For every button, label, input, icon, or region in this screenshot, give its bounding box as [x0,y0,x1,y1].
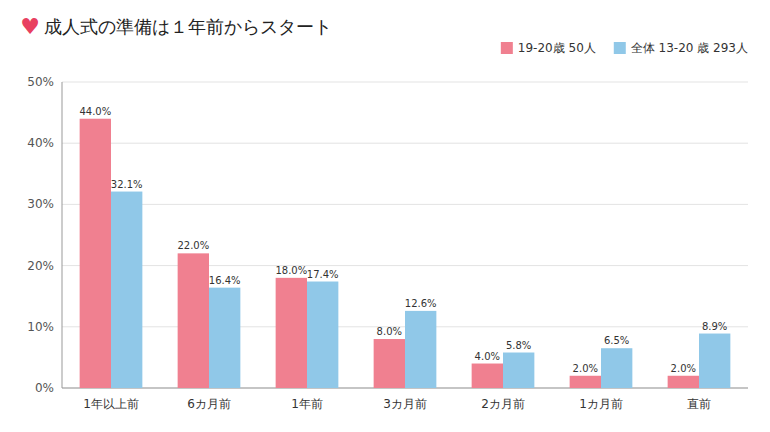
bars [80,119,731,388]
x-tick-label: 1年前 [291,397,323,411]
y-tick-label: 50% [27,75,54,89]
data-label: 12.6% [405,298,437,309]
bar [570,376,601,388]
x-tick-label: 2カ月前 [481,397,525,411]
grid [62,82,748,388]
bar [374,339,405,388]
data-label: 2.0% [671,363,696,374]
chart: ♥成人式の準備は１年前からスタート 0% 10% 20% 30% 40% 50% 44.0% 2… [0,0,770,432]
y-tick-label: 10% [27,320,54,334]
y-tick-label: 30% [27,197,54,211]
y-axis [62,82,63,388]
y-tick-label: 20% [27,259,54,273]
bar [209,288,240,388]
data-label: 6.5% [604,335,629,346]
grid-line [62,204,748,205]
bar [472,364,503,388]
data-label: 18.0% [275,265,307,276]
data-label: 5.8% [506,340,531,351]
grid-line [62,143,748,144]
legend-swatch [614,42,626,54]
legend-label: 全体 13-20 歳 293人 [631,41,748,55]
bar [307,282,338,388]
bar [276,278,307,388]
legend: 19-20歳 50人 全体 13-20 歳 293人 [501,41,748,55]
data-label: 16.4% [209,275,241,286]
legend-item: 19-20歳 50人 [501,41,596,55]
legend-item: 全体 13-20 歳 293人 [614,41,748,55]
bar [405,311,436,388]
bar [601,348,632,388]
bar [111,192,142,388]
grid-line [62,265,748,266]
y-tick-label: 0% [35,381,54,395]
data-label: 8.9% [702,321,727,332]
data-label: 2.0% [573,363,598,374]
bar [503,353,534,388]
annotation: ♥ [20,14,40,39]
data-label: 32.1% [111,179,143,190]
data-label: 22.0% [177,240,209,251]
bar [668,376,699,388]
x-tick-label: 6カ月前 [187,397,231,411]
x-tick-label: 直前 [687,397,711,411]
grid-line [62,82,748,83]
data-label: 17.4% [307,269,339,280]
bar [178,253,209,388]
data-label: 44.0% [79,106,111,117]
data-label: 8.0% [377,326,402,337]
x-tick-label: 1カ月前 [579,397,623,411]
data-label: 4.0% [475,351,500,362]
y-tick-label: 40% [27,136,54,150]
bar [699,334,730,388]
data-labels: 44.0% 22.0% 18.0% 8.0% 4.0% 2.0% 2.0% 32.1% 16.4… [79,106,727,374]
title: 成人式の準備は１年前からスタート [44,16,332,37]
x-tick-label: 3カ月前 [383,397,427,411]
legend-label: 19-20歳 50人 [518,41,596,55]
legend-swatch [501,42,513,54]
bar [80,119,111,388]
x-tick-label: 1年以上前 [83,397,139,411]
